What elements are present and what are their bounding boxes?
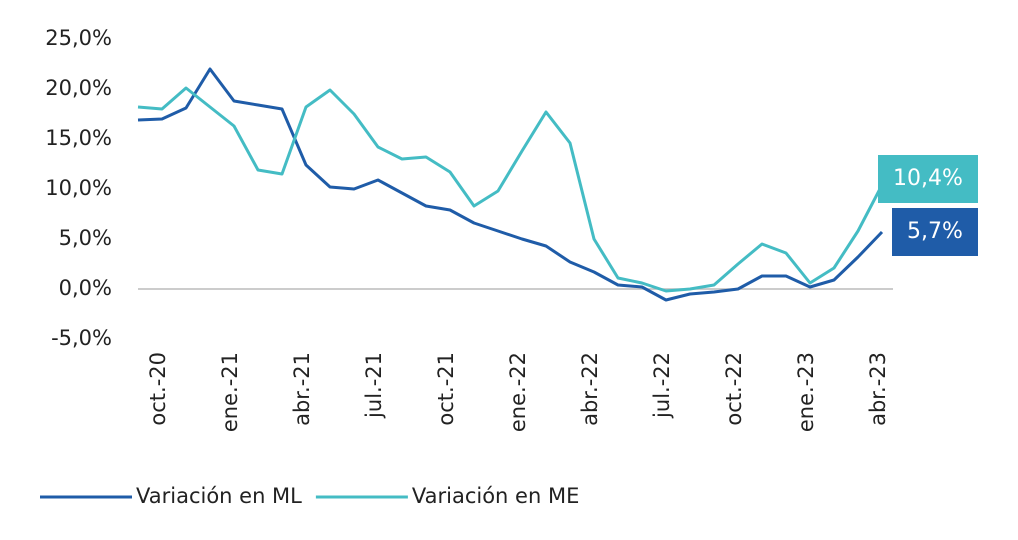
end-label-box: [878, 155, 978, 203]
end-label-box: [892, 208, 978, 256]
x-tick-label: oct.-21: [434, 352, 458, 426]
y-tick-label: 20,0%: [45, 76, 112, 100]
x-tick-label: jul.-21: [362, 352, 386, 419]
series-line: [137, 67, 884, 302]
x-tick-label: abr.-23: [866, 352, 890, 426]
end-label: 5,7%: [907, 219, 963, 244]
x-tick-label: oct.-20: [146, 352, 170, 426]
x-tick-label: ene.-23: [794, 352, 818, 432]
x-tick-label: ene.-21: [218, 352, 242, 432]
y-tick-label: 25,0%: [45, 26, 112, 50]
series-line: [137, 86, 884, 293]
x-tick-label: ene.-22: [506, 352, 530, 432]
y-tick-label: 15,0%: [45, 126, 112, 150]
legend-label: Variación en ML: [136, 484, 302, 508]
y-tick-label: 5,0%: [59, 226, 112, 250]
y-tick-label: -5,0%: [51, 326, 112, 350]
legend-label: Variación en ME: [412, 484, 579, 508]
x-tick-label: abr.-21: [290, 352, 314, 426]
x-tick-label: abr.-22: [578, 352, 602, 426]
end-label: 10,4%: [893, 166, 963, 191]
y-tick-label: 10,0%: [45, 176, 112, 200]
x-tick-label: jul.-22: [650, 352, 674, 419]
x-tick-label: oct.-22: [722, 352, 746, 426]
y-tick-label: 0,0%: [59, 276, 112, 300]
